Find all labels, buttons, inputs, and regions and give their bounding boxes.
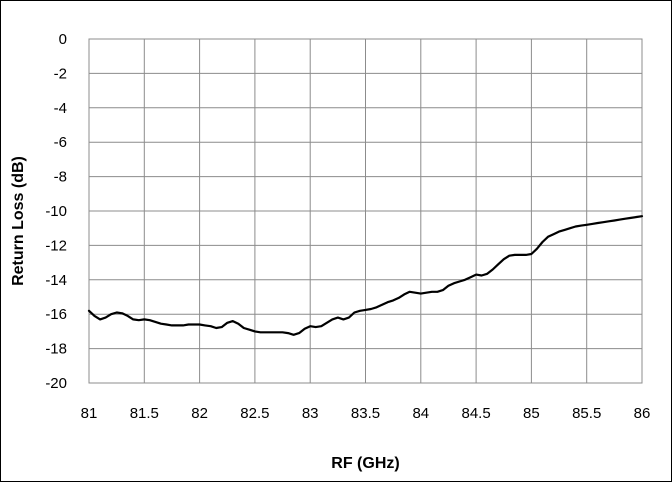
y-tick-label: -16 [45, 306, 67, 323]
y-tick-label: -8 [54, 169, 67, 186]
y-tick-label: -14 [45, 272, 67, 289]
x-tick-label: 82 [191, 405, 208, 422]
y-tick-label: -2 [54, 65, 67, 82]
y-tick-label: 0 [59, 31, 67, 48]
x-tick-label: 83 [302, 405, 319, 422]
grid [88, 38, 643, 384]
x-tick-label: 85.5 [572, 405, 601, 422]
x-tick-label: 84 [412, 405, 429, 422]
x-tick-labels: 81 81.5 82 82.5 83 83.5 84 84.5 85 85.5 86 [81, 405, 651, 422]
y-tick-labels: 0 -2 -4 -6 -8 -10 -12 -14 -16 -18 -20 [45, 31, 67, 392]
y-tick-label: -10 [45, 203, 67, 220]
return-loss-series-line [87, 215, 644, 336]
y-tick-label: -12 [45, 237, 67, 254]
y-tick-label: -4 [54, 100, 67, 117]
x-axis-title: RF (GHz) [331, 455, 399, 472]
y-tick-label: -18 [45, 341, 67, 358]
x-tick-label: 81.5 [130, 405, 159, 422]
x-tick-label: 85 [523, 405, 540, 422]
x-tick-label: 86 [634, 405, 651, 422]
y-tick-label: -20 [45, 375, 67, 392]
x-tick-label: 81 [81, 405, 98, 422]
x-tick-label: 82.5 [240, 405, 269, 422]
x-tick-label: 83.5 [351, 405, 380, 422]
y-axis-title: Return Loss (dB) [10, 156, 27, 286]
plot-area [88, 38, 643, 384]
y-tick-label: -6 [54, 134, 67, 151]
x-tick-label: 84.5 [461, 405, 490, 422]
